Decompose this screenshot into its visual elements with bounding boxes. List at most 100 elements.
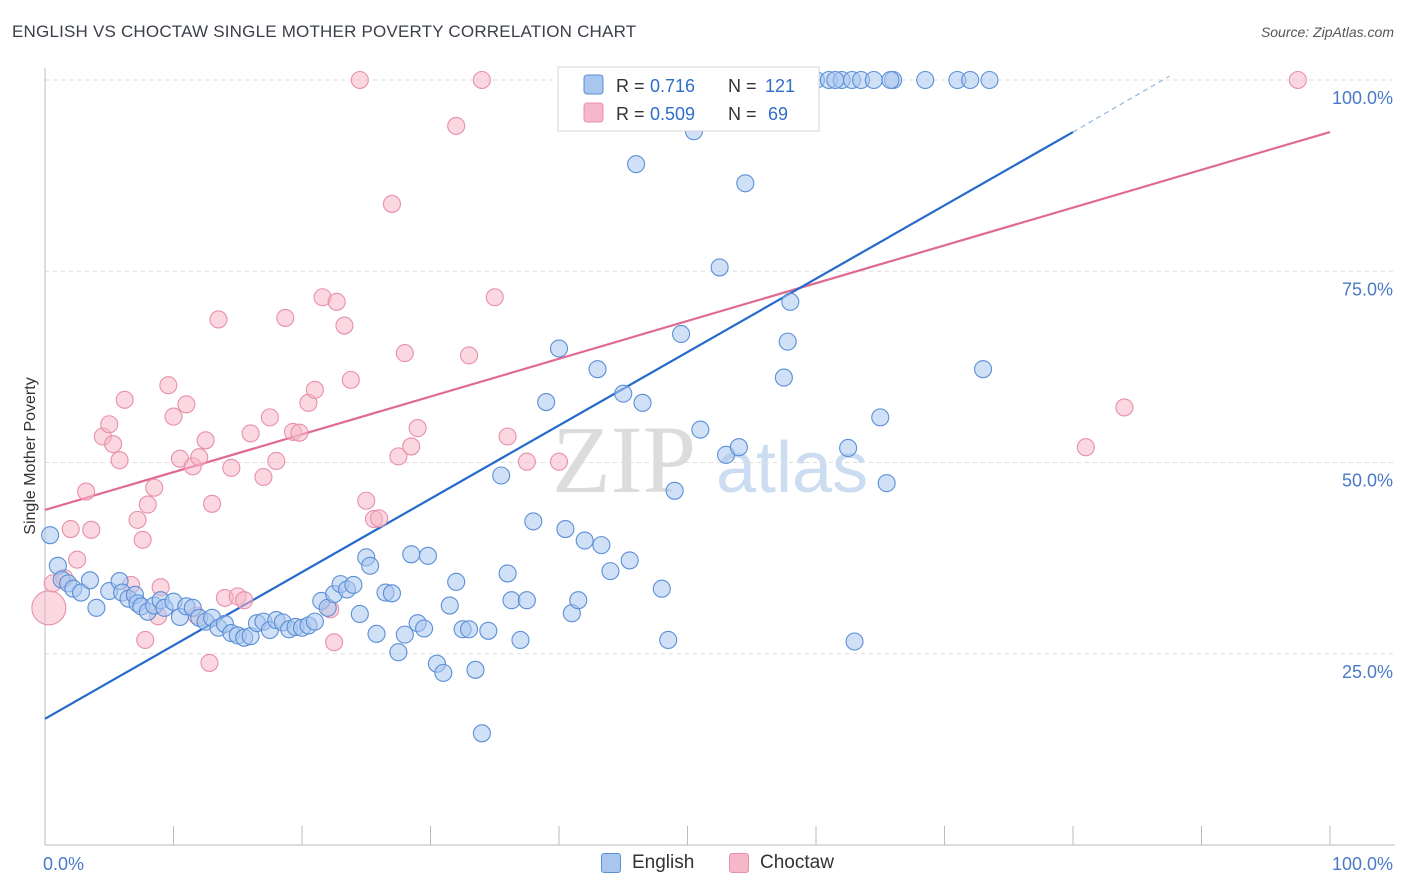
english-point [556, 520, 575, 539]
english-point [881, 70, 900, 90]
choctaw-point [77, 482, 96, 501]
choctaw-n-value: 69 [768, 104, 788, 124]
choctaw-r-value: 0.509 [650, 104, 695, 124]
english-point [367, 624, 386, 643]
choctaw-point [68, 550, 87, 569]
choctaw-point [549, 452, 569, 471]
english-point [588, 360, 607, 379]
english-point [778, 332, 797, 351]
legend-item-english[interactable]: English [601, 852, 694, 874]
english-legend-swatch [583, 74, 604, 95]
english-point [459, 620, 479, 639]
choctaw-point [145, 478, 164, 497]
english-point [973, 360, 993, 379]
choctaw-point [203, 494, 222, 513]
english-point [87, 598, 106, 617]
choctaw-point [115, 390, 134, 409]
choctaw-point [402, 437, 421, 456]
choctaw-point [159, 376, 178, 395]
english-point [710, 258, 729, 277]
english-point [659, 630, 678, 650]
choctaw-point [472, 70, 491, 90]
english-point [620, 551, 639, 570]
english-n-value: 121 [765, 76, 795, 96]
y-axis-label: Single Mother Poverty [22, 377, 39, 534]
choctaw-point [327, 292, 346, 311]
english-point [80, 571, 100, 590]
choctaw-point [341, 370, 360, 389]
legend-label-english: English [632, 852, 695, 873]
choctaw-point [138, 495, 157, 514]
legend-item-choctaw[interactable]: Choctaw [729, 852, 834, 874]
source-label: Source: ZipAtlas.com [1260, 24, 1394, 40]
english-point [382, 584, 402, 603]
legend-label-choctaw: Choctaw [760, 852, 834, 873]
english-point [729, 438, 748, 457]
data-points [31, 70, 1307, 743]
bottom-legend: English Choctaw [0, 852, 1406, 880]
choctaw-point [133, 530, 152, 549]
choctaw-r-label: R = [616, 104, 645, 124]
english-point [665, 481, 684, 500]
choctaw-point [260, 408, 279, 427]
english-point [498, 564, 517, 583]
english-point [447, 572, 466, 591]
choctaw-point [276, 308, 295, 327]
choctaw-point [209, 310, 228, 329]
english-point [781, 292, 800, 311]
english-point [774, 368, 793, 387]
choctaw-legend-swatch [583, 102, 604, 123]
english-point [627, 155, 646, 174]
choctaw-swatch [729, 853, 749, 873]
english-point [569, 591, 588, 610]
choctaw-point [241, 424, 260, 443]
english-point [877, 474, 896, 493]
trend-lines [44, 75, 1331, 720]
tick-labels: 25.0% 50.0% 75.0% 100.0% 0.0% 100.0% [43, 88, 1393, 874]
english-point [361, 556, 380, 575]
choctaw-point [350, 70, 369, 90]
english-point [517, 591, 536, 610]
english-r-label: R = [616, 76, 645, 96]
choctaw-point [485, 288, 504, 307]
choctaw-point [31, 590, 67, 626]
english-r-value: 0.716 [650, 76, 695, 96]
english-point [466, 660, 485, 679]
y-tick-label: 75.0% [1342, 279, 1393, 299]
english-point [537, 393, 556, 412]
english-point [415, 619, 434, 638]
english-trend-line [44, 131, 1074, 720]
choctaw-point [290, 423, 309, 442]
english-point [344, 575, 363, 594]
english-point [524, 512, 543, 531]
english-trend-extension [1072, 75, 1170, 133]
english-point [41, 526, 60, 545]
choctaw-point [128, 510, 147, 529]
choctaw-point [335, 316, 354, 335]
choctaw-point [267, 451, 286, 471]
choctaw-point [196, 431, 215, 450]
choctaw-point [1076, 438, 1095, 457]
english-point [592, 536, 611, 555]
choctaw-n-label: N = [728, 104, 757, 124]
english-point [549, 339, 569, 358]
english-point [492, 466, 511, 485]
choctaw-point [164, 407, 183, 426]
english-n-label: N = [728, 76, 757, 96]
choctaw-point [459, 346, 479, 365]
choctaw-trend-line [44, 130, 1331, 511]
watermark: ZIP atlas [552, 406, 868, 513]
choctaw-point [100, 415, 119, 434]
english-point [691, 420, 710, 439]
choctaw-point [61, 520, 80, 539]
english-point [916, 70, 935, 90]
stats-legend: R = 0.716 N = 121 R = 0.509 N = 69 [557, 66, 820, 132]
english-swatch [601, 853, 621, 873]
choctaw-point [1288, 70, 1307, 90]
choctaw-point [357, 491, 376, 510]
choctaw-point [200, 653, 219, 672]
choctaw-point [325, 633, 344, 652]
english-point [511, 630, 530, 650]
english-point [440, 596, 459, 615]
